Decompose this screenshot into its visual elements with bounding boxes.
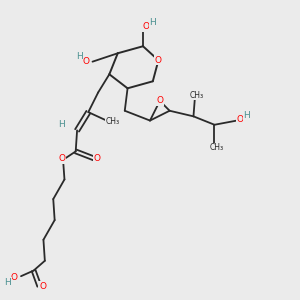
Text: O: O	[93, 154, 100, 163]
Text: CH₃: CH₃	[190, 91, 204, 100]
Text: H: H	[149, 19, 156, 28]
Text: O: O	[155, 56, 162, 65]
Text: H: H	[243, 111, 250, 120]
Text: H: H	[58, 120, 65, 129]
Text: CH₃: CH₃	[106, 118, 120, 127]
Text: O: O	[39, 282, 46, 291]
Text: H: H	[76, 52, 83, 61]
Text: O: O	[142, 22, 149, 31]
Text: H: H	[4, 278, 11, 287]
Text: O: O	[58, 154, 65, 163]
Text: O: O	[156, 96, 163, 105]
Text: CH₃: CH₃	[210, 143, 224, 152]
Text: O: O	[11, 273, 18, 282]
Text: O: O	[83, 57, 90, 66]
Text: O: O	[236, 115, 243, 124]
